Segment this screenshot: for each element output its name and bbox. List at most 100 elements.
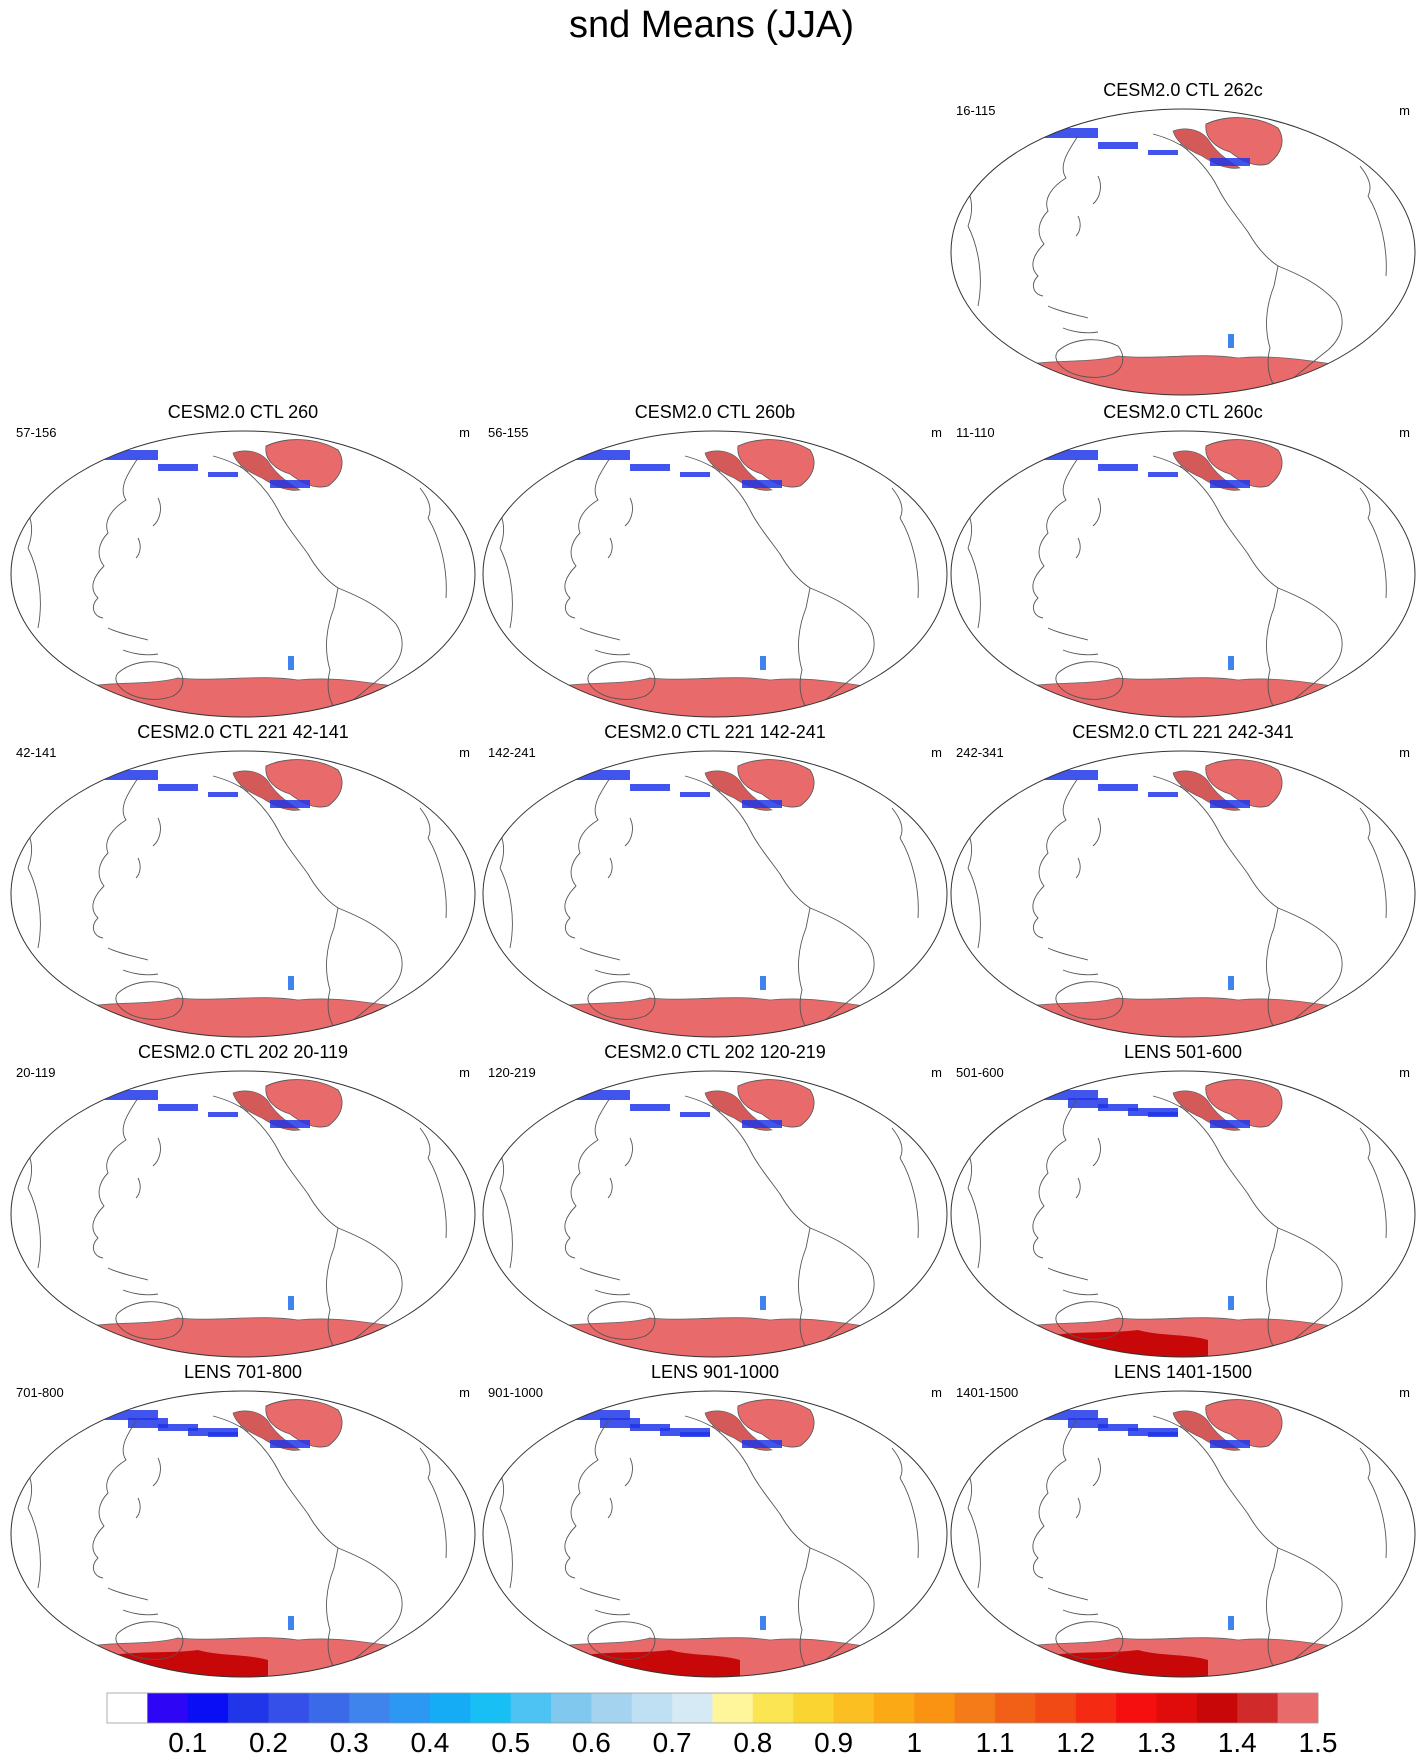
coastline bbox=[579, 1267, 631, 1296]
panel-years-label: 120-219 bbox=[488, 1065, 536, 1080]
patagonia-snow bbox=[1228, 1296, 1234, 1310]
colorbar-tick-label: 0.7 bbox=[653, 1727, 692, 1758]
coastline bbox=[326, 1227, 403, 1353]
coastline bbox=[684, 775, 721, 793]
panel-title: CESM2.0 CTL 260 bbox=[167, 402, 319, 422]
colorbar-tick-label: 1.3 bbox=[1137, 1727, 1176, 1758]
map-plot bbox=[950, 1390, 1416, 1678]
coastline bbox=[326, 1547, 403, 1673]
map-panel: CESM2.0 CTL 202 20-119 20-119 m bbox=[8, 1042, 478, 1362]
snow-depth-cells bbox=[270, 1440, 310, 1448]
greenland-snow bbox=[737, 1399, 815, 1448]
coastline bbox=[798, 1227, 875, 1353]
coastline bbox=[684, 1415, 721, 1433]
coastline bbox=[1032, 1417, 1079, 1579]
panel-title: CESM2.0 CTL 221 142-241 bbox=[604, 722, 826, 742]
coastline bbox=[965, 827, 981, 949]
coastline bbox=[239, 785, 339, 909]
coastline bbox=[135, 497, 161, 559]
coastline bbox=[684, 1095, 721, 1113]
coastline bbox=[1032, 777, 1079, 939]
coastline bbox=[891, 1127, 919, 1239]
coastline bbox=[1055, 661, 1124, 700]
snow-depth-cells bbox=[1148, 792, 1178, 797]
coastline bbox=[1152, 455, 1189, 473]
coastline bbox=[135, 1137, 161, 1199]
coastline bbox=[798, 907, 875, 1033]
panel-units-label: m bbox=[931, 745, 942, 760]
colorbar-outline bbox=[106, 1692, 1319, 1724]
panel-years-label: 142-241 bbox=[488, 745, 536, 760]
panel-units-label: m bbox=[1399, 425, 1410, 440]
colorbar-swatch bbox=[1035, 1693, 1077, 1723]
coastline bbox=[419, 1127, 447, 1239]
coastline bbox=[1055, 339, 1124, 378]
colorbar-swatch bbox=[752, 1693, 794, 1723]
coastline bbox=[1179, 785, 1279, 909]
coastline bbox=[1047, 627, 1099, 656]
antarctica-snow bbox=[483, 997, 947, 1037]
coastline bbox=[1075, 175, 1101, 237]
map-border bbox=[482, 1070, 948, 1358]
colorbar-swatch bbox=[1075, 1693, 1117, 1723]
snow-depth-cells bbox=[270, 1120, 310, 1128]
colorbar-swatch bbox=[1196, 1693, 1238, 1723]
snow-depth-cells bbox=[575, 770, 630, 780]
coastline bbox=[1032, 1097, 1079, 1259]
snow-depth-cells bbox=[1043, 1410, 1098, 1420]
panel-title: CESM2.0 CTL 202 20-119 bbox=[137, 1042, 349, 1062]
map-border bbox=[10, 430, 476, 718]
coastline bbox=[564, 777, 611, 939]
colorbar-swatch bbox=[1277, 1693, 1319, 1723]
colorbar-swatch bbox=[1116, 1693, 1158, 1723]
panel-years-label: 16-115 bbox=[956, 103, 996, 118]
snow-depth-cells bbox=[630, 1424, 670, 1431]
coastline bbox=[115, 981, 184, 1020]
colorbar-swatch bbox=[228, 1693, 269, 1723]
colorbar-tick-label: 1.5 bbox=[1299, 1727, 1338, 1758]
coastline bbox=[212, 1095, 249, 1113]
coastline bbox=[135, 817, 161, 879]
coastline bbox=[1359, 165, 1387, 277]
map-plot bbox=[482, 1070, 948, 1358]
map-panel: CESM2.0 CTL 221 142-241 142-241 m bbox=[480, 722, 950, 1042]
coastline bbox=[711, 785, 811, 909]
panel-years-label: 11-110 bbox=[956, 425, 995, 440]
map-panel: CESM2.0 CTL 221 42-141 42-141 m bbox=[8, 722, 478, 1042]
panel-title: CESM2.0 CTL 262c bbox=[1103, 80, 1263, 100]
snow-depth-cells bbox=[680, 472, 710, 477]
snow-depth-cells bbox=[1068, 1098, 1108, 1108]
snow-depth-cells bbox=[103, 1090, 158, 1100]
patagonia-snow bbox=[288, 1296, 294, 1310]
map-border bbox=[10, 1390, 476, 1678]
panel-units-label: m bbox=[459, 1065, 470, 1080]
map-plot bbox=[10, 1070, 476, 1358]
map-panel: LENS 501-600 501-600 m bbox=[948, 1042, 1418, 1362]
map-plot bbox=[482, 1390, 948, 1678]
panel-units-label: m bbox=[1399, 103, 1410, 118]
map-border bbox=[482, 750, 948, 1038]
colorbar-swatch bbox=[308, 1693, 350, 1723]
greenland-snow bbox=[1205, 1399, 1283, 1448]
coastline bbox=[1047, 1587, 1099, 1616]
colorbar-tick-label: 0.1 bbox=[168, 1727, 207, 1758]
colorbar-swatch bbox=[510, 1693, 552, 1723]
coastline bbox=[1047, 305, 1099, 334]
coastline bbox=[419, 487, 447, 599]
coastline bbox=[25, 1467, 41, 1589]
patagonia-snow bbox=[1228, 976, 1234, 990]
greenland-snow bbox=[265, 759, 343, 808]
map-border bbox=[950, 108, 1416, 396]
coastline bbox=[711, 1105, 811, 1229]
colorbar-swatch bbox=[389, 1693, 431, 1723]
colorbar-tick-label: 0.8 bbox=[733, 1727, 772, 1758]
coastline bbox=[965, 1147, 981, 1269]
colorbar-swatch bbox=[429, 1693, 471, 1723]
snow-depth-cells bbox=[208, 1112, 238, 1117]
coastline bbox=[92, 1417, 139, 1579]
coastline bbox=[135, 1457, 161, 1519]
greenland-snow bbox=[737, 439, 815, 488]
panel-units-label: m bbox=[1399, 745, 1410, 760]
colorbar-tick-label: 1 bbox=[907, 1727, 923, 1758]
coastline bbox=[891, 487, 919, 599]
